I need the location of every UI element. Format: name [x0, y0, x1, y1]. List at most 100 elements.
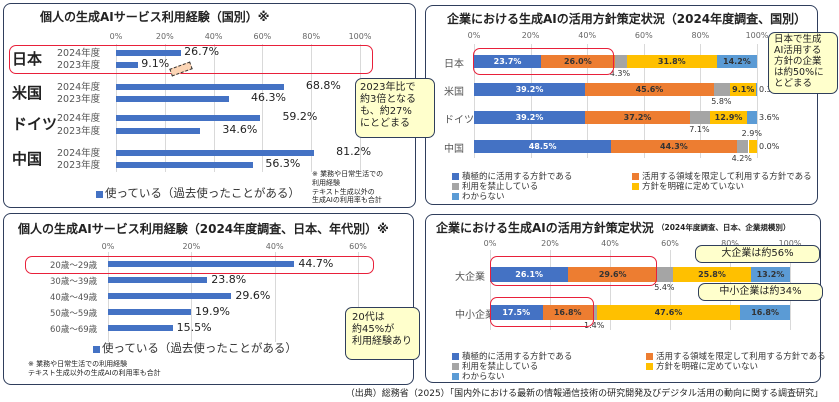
tick-label: 80%: [302, 32, 321, 41]
legend-swatch: [452, 372, 459, 380]
callout-japan-policy-line: 日本で生成: [774, 34, 822, 45]
callout-20s: 20代は 約45%が 利用経験あり: [345, 307, 420, 360]
tick-label: 20%: [521, 31, 540, 40]
tick-label: 40%: [578, 31, 597, 40]
tick-label: 100%: [778, 239, 802, 248]
legend-label: 積極的に活用する方針である: [462, 352, 573, 362]
data-label: 56.3%: [265, 157, 301, 170]
callout-large: 大企業は約56%: [695, 245, 820, 263]
data-label: 9.1%: [141, 57, 170, 70]
callout-japan-growth: 2023年比で 約3倍となるも、約27% にとどまる: [355, 78, 435, 138]
legend-item: 利用を禁止している: [452, 360, 538, 372]
gridline: [164, 44, 166, 172]
callout-japan-policy-line: とどまる: [774, 77, 813, 89]
footnote-line: 生成AIの利用率も合計: [312, 196, 382, 205]
footnote-line: 利用経験: [312, 178, 340, 187]
bar-segment: [746, 111, 757, 124]
gridline: [116, 44, 117, 172]
footnote-line: ※ 業務や日常生活での利用経験: [28, 360, 128, 368]
data-label: 16.8%: [553, 308, 582, 317]
bar: [108, 277, 208, 283]
data-label: 26.7%: [184, 45, 220, 58]
data-label: 81.2%: [336, 145, 372, 158]
bar-segment: [730, 83, 757, 96]
highlight-japan: [473, 48, 614, 75]
legend-swatch: [93, 346, 100, 353]
year-label: 2024年度: [57, 113, 101, 124]
gridline: [358, 252, 359, 342]
callout-japan-growth-line: 約3倍となるも、約27%: [360, 94, 417, 117]
data-label: 34.6%: [222, 123, 258, 136]
year-label: 2024年度: [57, 48, 101, 59]
legend-swatch: [646, 352, 653, 360]
legend-item: 積極的に活用する方針である: [452, 350, 572, 362]
data-label: 9.1%: [732, 85, 755, 94]
chart-title: 個人の生成AIサービス利用経験（2024年度調査、日本、年代別）※: [18, 222, 389, 236]
category-label: ドイツ: [444, 114, 474, 126]
data-label: 7.1%: [689, 125, 710, 134]
tick-label: 80%: [721, 239, 739, 248]
data-label: 17.5%: [502, 308, 531, 317]
bar: [116, 150, 315, 156]
category-label: 20歳～29歳: [50, 261, 98, 271]
tick-label: 0%: [109, 32, 123, 41]
data-label: 29.6%: [235, 289, 271, 302]
category-label: 中国: [444, 143, 464, 155]
bar-segment: [710, 111, 747, 124]
bar-segment: [541, 55, 615, 68]
legend-item: 活用する領域を限定して利用する方針である: [632, 170, 812, 182]
bar: [116, 96, 229, 102]
callout-japan-policy: 日本で生成 AI活用する 方針の企業 は約50%に とどまる: [768, 32, 838, 94]
tick-label: 100%: [348, 32, 372, 41]
tick-label: 40%: [204, 32, 223, 41]
bar-segment: [690, 111, 711, 124]
year-label: 2023年度: [57, 160, 101, 171]
tick-label: 20%: [155, 32, 174, 41]
callout-japan-growth-line: 2023年比で: [360, 82, 416, 93]
data-label: 13.2%: [756, 270, 785, 279]
data-label: 23.8%: [211, 273, 247, 286]
legend-swatch: [646, 362, 653, 370]
bar-segment: [597, 305, 740, 320]
data-label: 16.8%: [751, 308, 779, 317]
data-label: 25.8%: [698, 270, 726, 279]
category-label: 中小企業: [455, 309, 495, 321]
bar-segment: [736, 140, 749, 153]
highlight-large: [490, 256, 657, 286]
callout-20s-line: 利用経験あり: [352, 336, 412, 347]
chart-title: 個人の生成AIサービス利用経験（国別）※: [40, 10, 270, 24]
data-label: 12.9%: [714, 113, 743, 122]
data-label: 46.3%: [250, 91, 286, 104]
year-label: 2024年度: [57, 82, 101, 93]
gridline: [587, 44, 589, 158]
bar: [108, 261, 295, 267]
bar: [116, 115, 261, 121]
bar-segment: [657, 267, 674, 282]
bar-segment: [592, 305, 598, 320]
data-label: 3.6%: [759, 112, 780, 122]
data-label: 29.6%: [598, 270, 627, 279]
gridline: [262, 44, 264, 172]
legend-item: 方針を明確に定めていない: [632, 180, 744, 192]
category-label: 大企業: [455, 271, 485, 283]
legend-item: 利用を禁止している: [452, 180, 538, 192]
data-label: 68.8%: [305, 79, 341, 92]
data-label: 5.4%: [654, 283, 675, 292]
legend-item: 積極的に活用する方針である: [452, 170, 572, 182]
category-label: 50歳～59歳: [50, 309, 98, 319]
bar-segment: [756, 83, 757, 96]
footnote-line: ※ 業務や日常生活での: [312, 170, 384, 178]
legend-swatch: [632, 182, 639, 190]
bar: [116, 50, 182, 56]
footnote: ※ 業務や日常生活での利用経験テキスト生成以外の生成AIの利用率も合計: [28, 360, 161, 378]
year-label: 2023年度: [57, 126, 101, 137]
legend-label: 方針を明確に定めていない: [642, 182, 745, 192]
bar-segment: [748, 140, 757, 153]
bar: [116, 162, 254, 168]
legend-label: 使っている（過去使ったことがある）: [105, 186, 300, 200]
data-label: 2.9%: [741, 129, 762, 138]
callout-20s-line: 20代は: [352, 312, 385, 323]
legend-label: 活用する領域を限定して利用する方針である: [656, 352, 826, 362]
gridline: [757, 44, 758, 158]
country-label: ドイツ: [12, 115, 58, 133]
